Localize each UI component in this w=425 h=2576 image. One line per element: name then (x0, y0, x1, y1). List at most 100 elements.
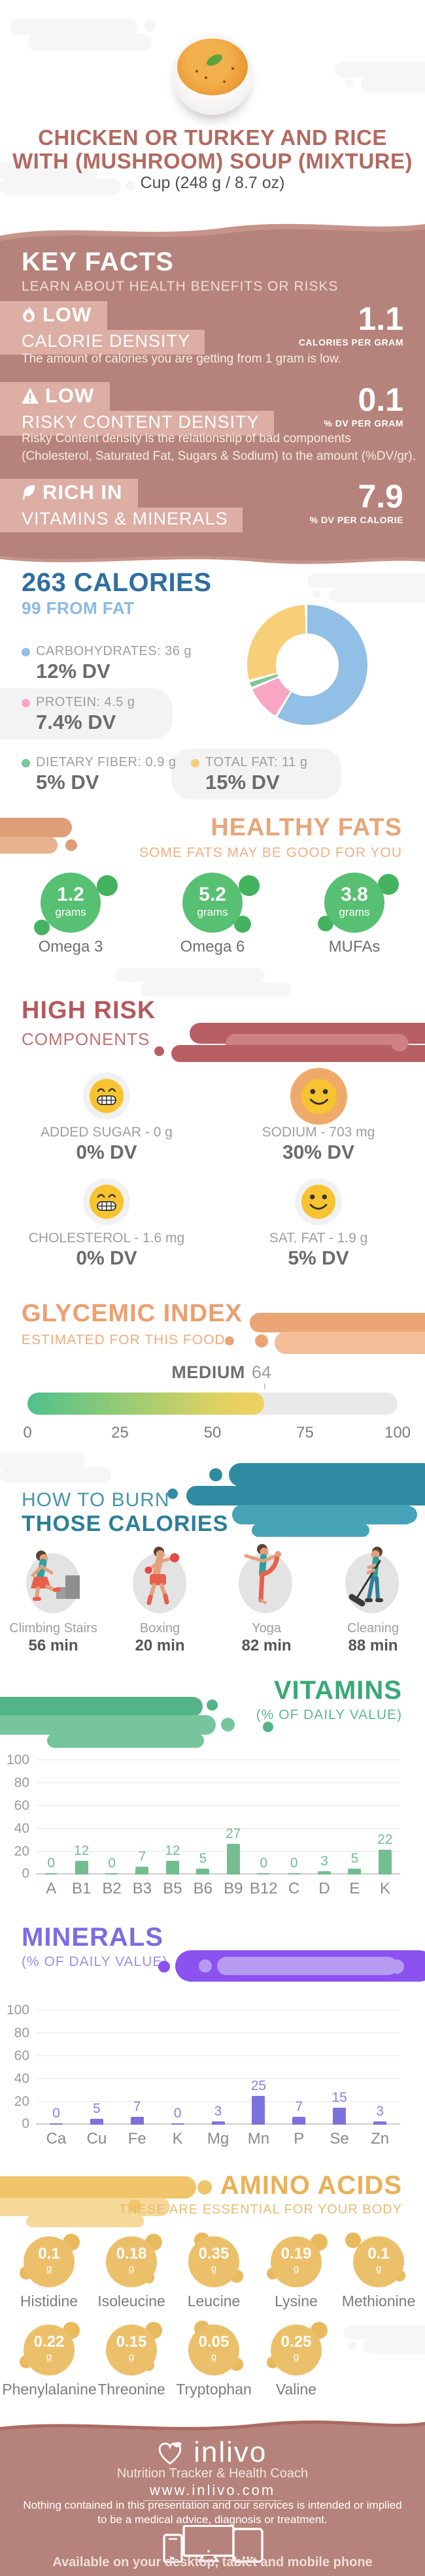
devices-icon (0, 2524, 425, 2566)
leucine-blob: 0.35 g (188, 2236, 239, 2287)
y-axis-label: 60 (14, 1797, 29, 1813)
methionine-blob: 0.1 g (353, 2236, 404, 2287)
added-sugar-face (83, 1072, 130, 1119)
bar (105, 1873, 119, 1875)
tryptophan-blob: 0.05 g (188, 2325, 239, 2375)
legend-dv: 7.4% DV (36, 711, 116, 733)
bar (378, 1849, 392, 1875)
y-axis-label: 100 (6, 1752, 29, 1767)
sat-fat-label: SAT. FAT - 1.9 g (269, 1231, 368, 1246)
omega3-label: Omega 3 (38, 938, 103, 956)
isoleucine-blob: 0.18 g (106, 2236, 157, 2287)
x-axis-label: B2 (102, 1880, 122, 1897)
fact-calorie-density: LOW CALORIE DENSITY (0, 301, 205, 355)
y-axis-label: 80 (14, 2025, 29, 2040)
activity-name: Boxing (139, 1621, 180, 1635)
wave-top-decoration (0, 2421, 425, 2436)
x-axis-label: Ca (46, 2130, 67, 2148)
x-axis-label: B9 (224, 1880, 243, 1897)
sat-fat-dv: 5% DV (288, 1248, 349, 1269)
key-facts-section: KEY FACTS LEARN ABOUT HEALTH BENEFITS OR… (0, 219, 425, 568)
wave-bottom-decoration (0, 551, 425, 564)
gridline-20: 20 (14, 2094, 400, 2109)
blob-satellite (34, 920, 50, 935)
burn-calories-section: HOW TO BURN THOSE CALORIES (0, 1453, 425, 1672)
activity-duration: 56 min (28, 1637, 78, 1654)
sat-fat-face (295, 1178, 342, 1225)
brand-logo: inlivo (0, 2436, 425, 2469)
added-sugar-dv: 0% DV (76, 1142, 137, 1163)
gridline-60: 60 (14, 2048, 400, 2063)
glycemic-reading: MEDIUM 64 (171, 1362, 271, 1383)
x-axis-label: D (318, 1880, 330, 1897)
glycemic-subtitle: ESTIMATED FOR THIS FOOD (22, 1332, 226, 1347)
gridline-20: 20 (14, 1844, 400, 1859)
fact-value-unit: % DV PER CALORIE (309, 515, 403, 525)
bar-column-Mn: 25 Mn (238, 2010, 279, 2148)
x-axis-label: Mn (247, 2130, 270, 2148)
serving-size: Cup (248 g / 8.7 oz) (140, 174, 285, 192)
bar-value: 5 (92, 2101, 101, 2117)
bar-column-B3: 7 B3 (127, 1760, 157, 1897)
bar-column-Se: 15 Se (319, 2010, 360, 2148)
high-risk-subtitle: COMPONENTS (22, 1029, 150, 1049)
minerals-title: MINERALS (22, 1923, 163, 1952)
omega3-blob: 1.2 grams (41, 873, 101, 933)
legend-band (0, 688, 173, 739)
fact-description-line2: (Cholesterol, Saturated Fat, Sugars & So… (22, 449, 416, 463)
gridline-40: 40 (14, 2071, 400, 2086)
bar-value: 3 (320, 1853, 328, 1869)
mufas-label: MUFAs (328, 938, 381, 956)
soup-photo (172, 34, 253, 115)
legend-dot-carbohydrates (22, 648, 30, 656)
key-facts-title: KEY FACTS (22, 248, 174, 276)
bar-column-B6: 5 B6 (188, 1760, 218, 1897)
sodium-label: SODIUM - 703 mg (262, 1125, 375, 1140)
fact-rich-in-vitamins: RICH IN VITAMINS & MINERALS (0, 479, 243, 532)
glycemic-title: GLYCEMIC INDEX (22, 1300, 243, 1327)
x-axis-label: K (172, 2130, 183, 2148)
y-axis-label: 40 (14, 2070, 29, 2086)
activity-duration: 82 min (241, 1637, 292, 1654)
bar (196, 1869, 210, 1875)
website-link[interactable]: www.inlivo.com (143, 2482, 282, 2501)
minerals-section: MINERALS (% OF DAILY VALUE) 0 20 40 60 80 100… (0, 1914, 425, 2162)
bar (211, 2121, 225, 2125)
bar-column-Zn: 3 Zn (360, 2010, 400, 2148)
vitamins-subtitle: (% OF DAILY VALUE) (256, 1707, 402, 1722)
page-title-line2: WITH (MUSHROOM) SOUP (MIXTURE) (12, 149, 413, 173)
gridline-0: 0 (22, 1866, 400, 1881)
valine-label: Valine (275, 2381, 317, 2398)
valine-blob: 0.25 g (271, 2325, 322, 2375)
healthy-fats-section: HEALTHY FATS SOME FATS MAY BE GOOD FOR Y… (0, 810, 425, 967)
bar (252, 2096, 265, 2125)
grin-emoji-icon (89, 1078, 124, 1114)
fact-value-number: 7.9 (358, 478, 403, 515)
x-axis-label: K (379, 1880, 390, 1897)
bar-value: 0 (260, 1856, 267, 1871)
activity-duration: 20 min (135, 1637, 185, 1654)
legend-label: TOTAL FAT: 11 g (205, 755, 308, 769)
legend-band (171, 749, 341, 799)
x-axis-label: B5 (163, 1880, 182, 1897)
bar-value: 7 (133, 2099, 141, 2114)
vitamins-section: VITAMINS (% OF DAILY VALUE) 0 20 40 60 80 100… (0, 1672, 425, 1914)
wave-top-decoration (0, 223, 425, 245)
sodium-dv: 30% DV (282, 1142, 355, 1163)
availability-note: Available on your desktop, tablet and mo… (52, 2555, 373, 2569)
bar-value: 3 (214, 2103, 222, 2119)
blob-satellite (239, 875, 260, 896)
bar-value: 5 (199, 1851, 207, 1867)
x-axis-label: Mg (207, 2130, 230, 2148)
legend-dv: 5% DV (36, 771, 99, 794)
warning-icon (22, 385, 39, 409)
yoga-icon (239, 1544, 292, 1613)
fact-badge-row: RICH IN (0, 479, 139, 507)
basil-leaf (205, 52, 224, 68)
glycemic-gauge-fill (27, 1393, 265, 1415)
y-axis-label: 100 (6, 2002, 29, 2018)
bar-value: 0 (173, 2106, 182, 2121)
x-axis-label: B12 (249, 1880, 278, 1897)
